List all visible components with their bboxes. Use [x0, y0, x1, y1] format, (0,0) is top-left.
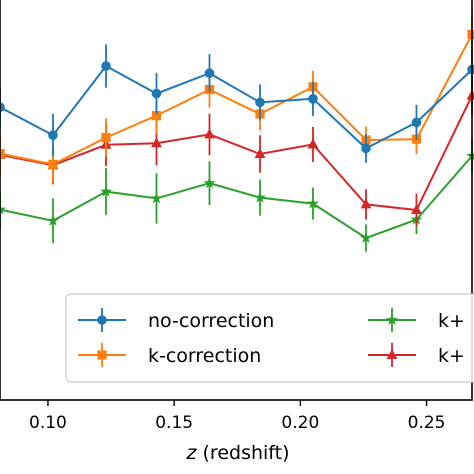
data-point [48, 130, 58, 140]
data-point [360, 198, 372, 209]
x-tick-label: 0.10 [29, 413, 67, 433]
data-point [151, 111, 162, 121]
data-point [204, 128, 215, 139]
legend-label: k-correction [148, 345, 261, 367]
series-0 [0, 44, 474, 163]
legend-marker [386, 313, 398, 326]
data-point [307, 138, 319, 149]
data-point [411, 204, 422, 214]
legend-label: k+ [438, 310, 465, 332]
data-point [255, 97, 265, 108]
data-point [203, 177, 216, 189]
plot-frame [0, 0, 473, 401]
legend-entries: no-correction k-correction k+ k+ [78, 308, 465, 367]
series-line [0, 64, 473, 150]
data-point [411, 117, 422, 128]
x-tick-label: 0.20 [281, 413, 319, 433]
legend-entry: k+ [368, 308, 465, 332]
data-point [0, 203, 6, 215]
data-point [360, 231, 372, 244]
legend-label: k+ [438, 345, 465, 367]
legend-entry: no-correction [78, 308, 274, 332]
data-point [101, 61, 111, 71]
legend-marker [97, 350, 107, 360]
data-point [0, 102, 5, 112]
data-point [47, 214, 59, 226]
data-point [204, 68, 215, 78]
series-line [0, 33, 473, 166]
data-point [0, 149, 5, 159]
data-point [151, 88, 162, 99]
legend-box [65, 293, 474, 383]
x-axis-label-variable: z [185, 442, 197, 464]
series-line [0, 155, 473, 240]
data-point [100, 185, 112, 197]
x-ticks: 0.10 0.15 0.20 0.25 [29, 400, 445, 433]
data-point [308, 94, 318, 104]
x-tick-label: 0.15 [155, 413, 193, 433]
series-layer [0, 11, 474, 252]
legend: no-correction k-correction k+ k+ [65, 293, 474, 383]
x-axis-label-unit: (redshift) [196, 442, 289, 464]
data-point [151, 137, 162, 148]
data-point [101, 133, 111, 143]
legend-marker [386, 349, 398, 359]
data-point [467, 29, 474, 39]
series-line [0, 95, 473, 212]
legend-entry: k+ [368, 343, 465, 367]
data-point [307, 197, 319, 209]
data-point [361, 143, 371, 154]
series-1 [0, 11, 474, 183]
data-point [254, 148, 266, 158]
data-point [150, 192, 163, 204]
legend-label: no-correction [148, 310, 274, 332]
data-point [254, 191, 266, 203]
x-tick-label: 0.25 [408, 413, 446, 433]
legend-entry: k-correction [78, 343, 261, 367]
legend-marker [97, 315, 107, 325]
data-point [48, 159, 58, 169]
x-axis-label: z (redshift) [185, 442, 289, 464]
series-3 [0, 76, 474, 227]
